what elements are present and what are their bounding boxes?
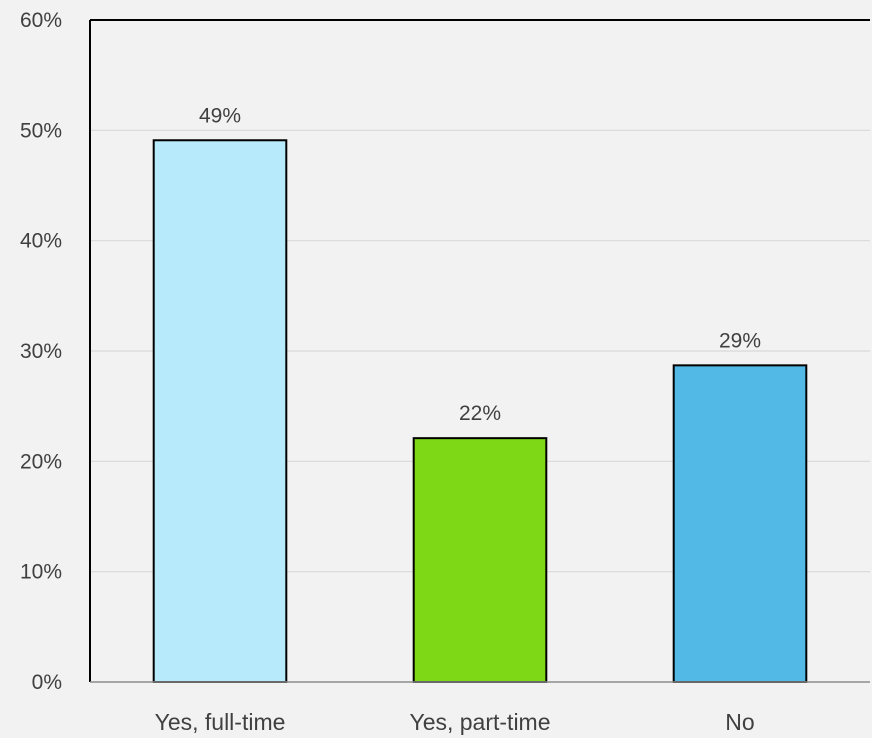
bar	[152, 139, 288, 684]
data-label: 49%	[199, 104, 241, 127]
y-tick-label: 60%	[20, 9, 62, 32]
y-tick-label: 50%	[20, 119, 62, 142]
data-label: 29%	[719, 329, 761, 352]
y-tick-label: 40%	[20, 230, 62, 253]
data-labels: 49% 22% 29%	[199, 104, 761, 425]
data-label: 22%	[459, 402, 501, 425]
bar	[412, 437, 548, 683]
bars	[152, 139, 808, 684]
y-axis-tick-labels: 0% 10% 20% 30% 40% 50% 60%	[20, 9, 62, 694]
y-tick-label: 30%	[20, 340, 62, 363]
x-category-label: Yes, full-time	[155, 709, 286, 735]
y-tick-label: 10%	[20, 561, 62, 584]
x-axis-category-labels: Yes, full-time Yes, part-time No	[155, 709, 755, 735]
y-tick-label: 20%	[20, 450, 62, 473]
y-tick-label: 0%	[32, 671, 62, 694]
plot-frame	[89, 19, 870, 683]
bar	[672, 364, 808, 683]
x-category-label: No	[725, 709, 754, 735]
x-category-label: Yes, part-time	[409, 709, 550, 735]
